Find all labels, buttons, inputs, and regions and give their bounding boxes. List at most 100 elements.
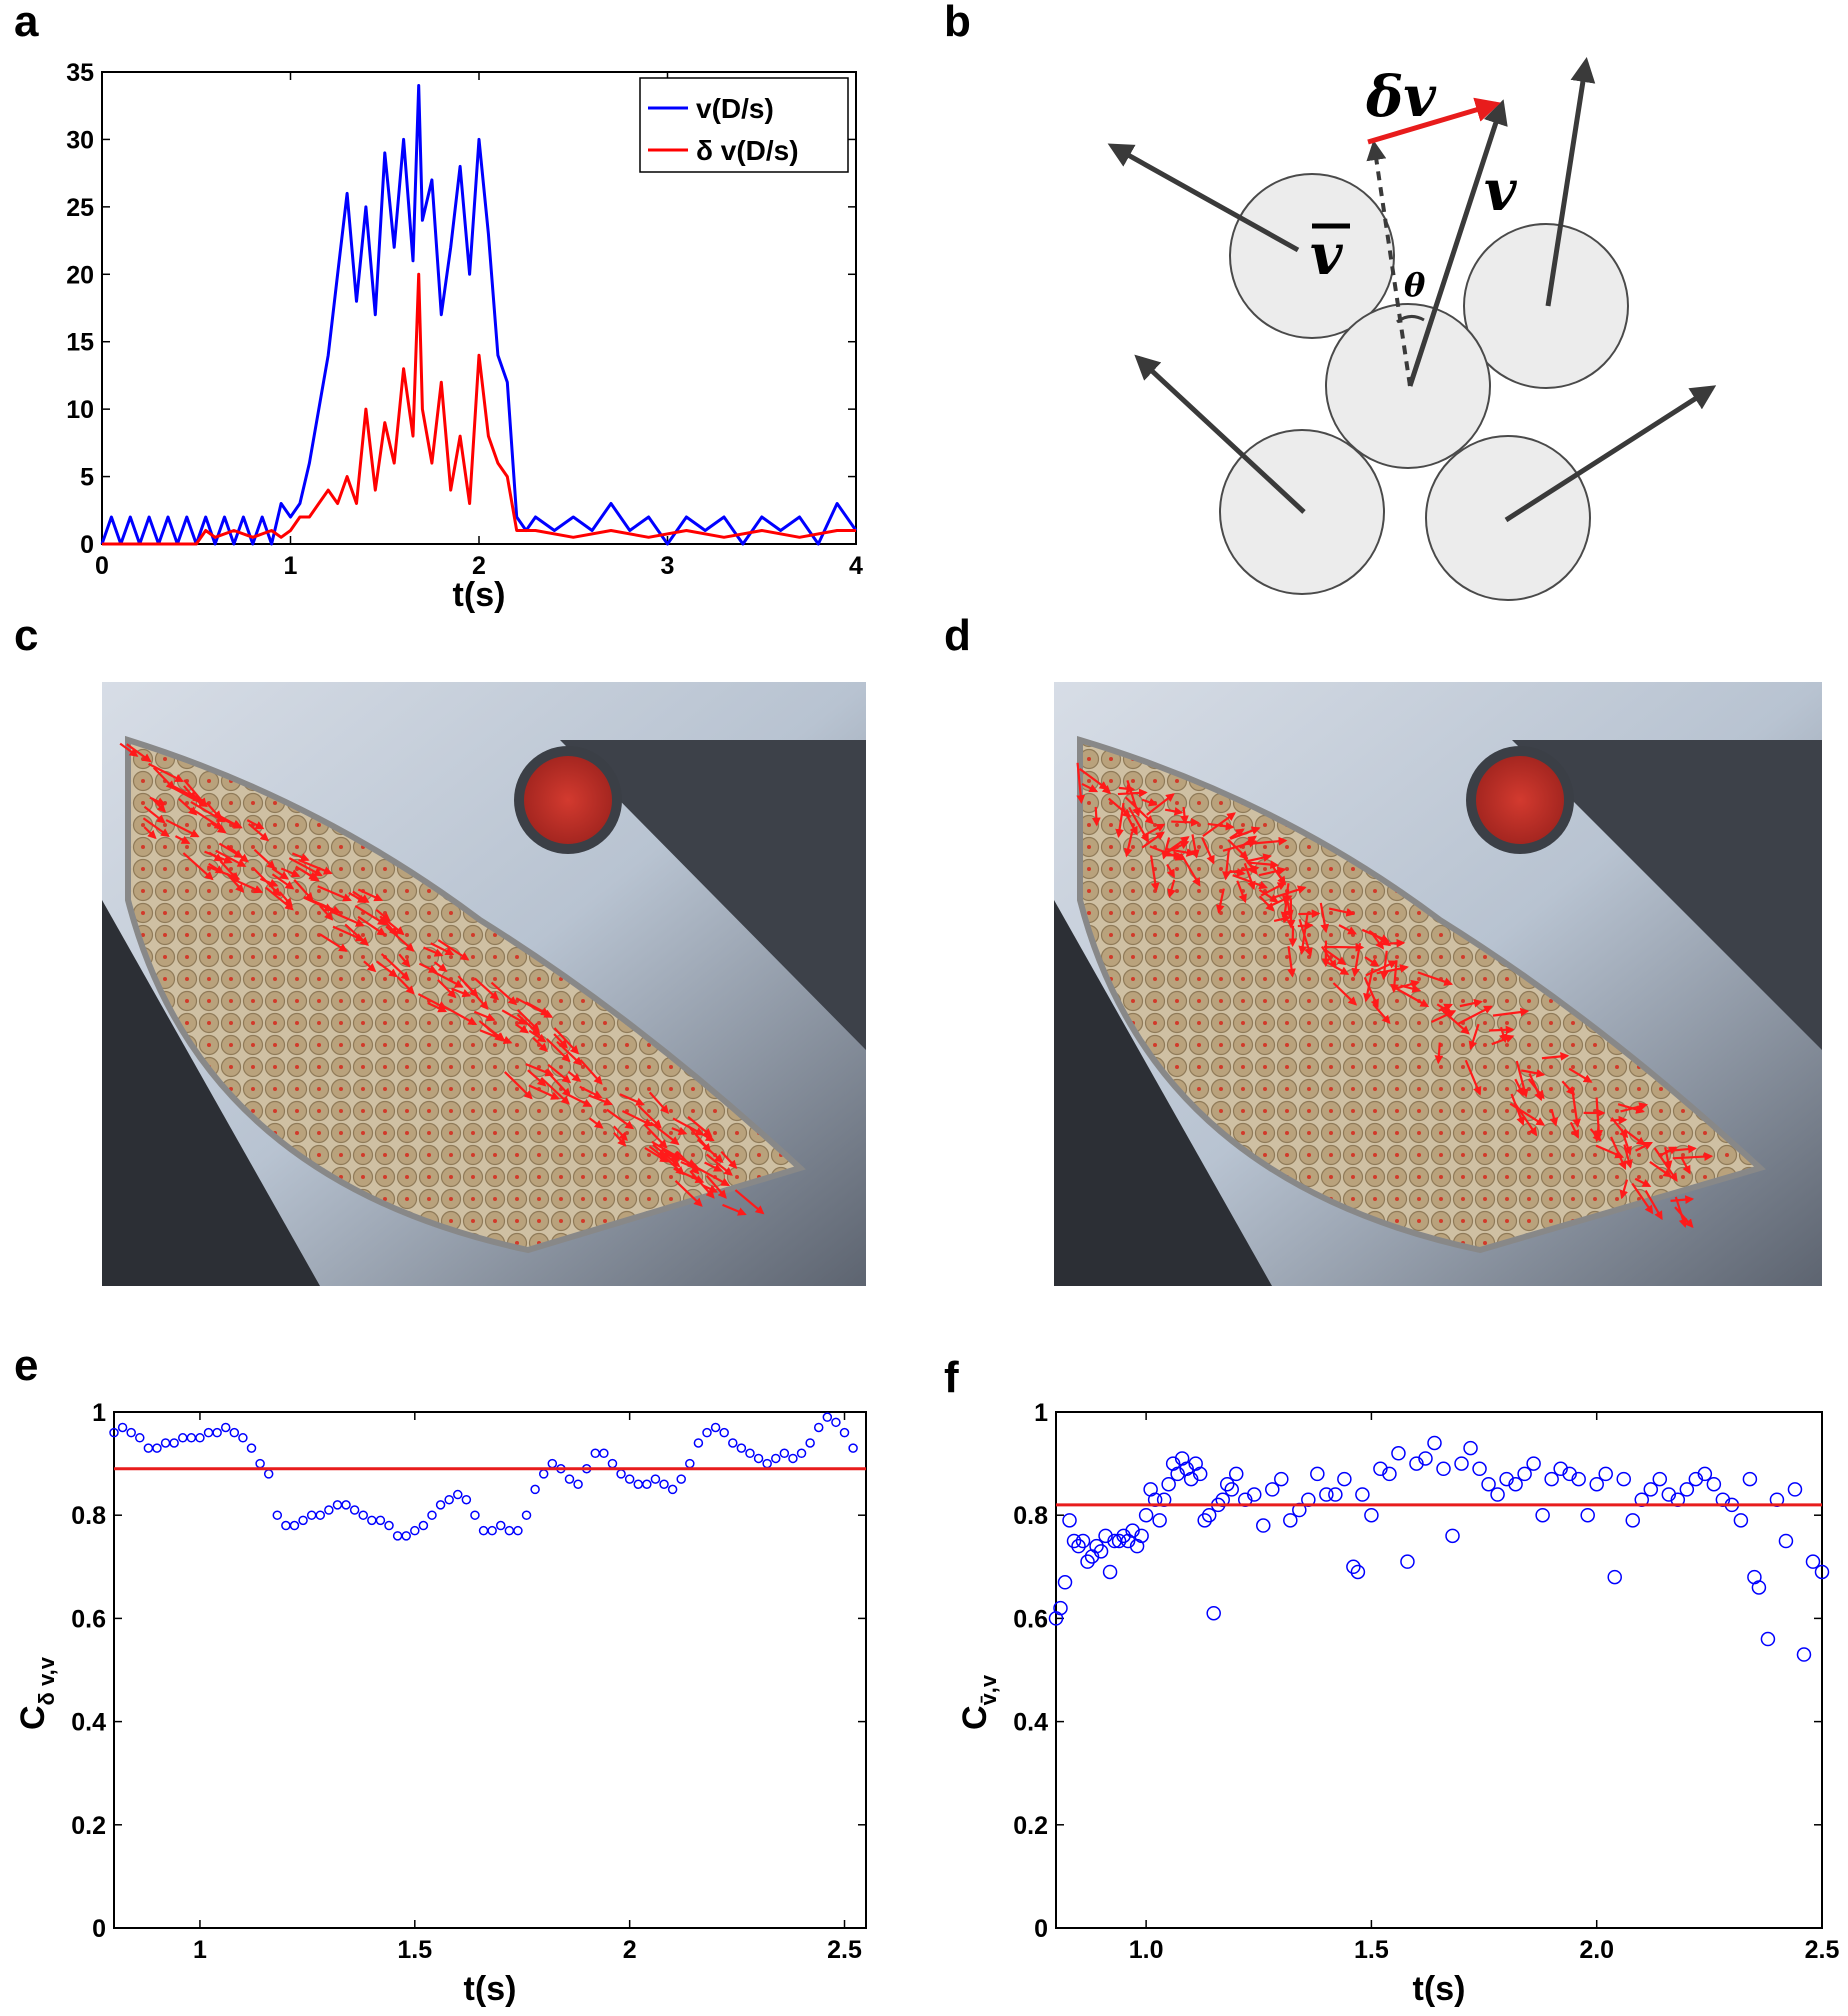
x-tick-label: 1.5 [397, 1936, 432, 1964]
data-point [246, 1443, 257, 1453]
velocity-vector-arrow [532, 1037, 548, 1053]
data-point [1688, 1471, 1704, 1487]
velocity-vector-arrow [208, 851, 224, 862]
y-tick-label: 0.8 [71, 1502, 106, 1530]
data-point [1400, 1554, 1415, 1569]
data-point [1053, 1600, 1068, 1616]
x-axis-label: t(s) [1413, 1970, 1466, 2008]
data-point [1192, 1466, 1208, 1482]
velocity-vector-arrow [1589, 1128, 1602, 1142]
data-point [1733, 1513, 1749, 1528]
velocity-vector-arrow [1561, 1080, 1576, 1096]
data-point [1391, 1446, 1406, 1461]
data-point [1526, 1456, 1541, 1471]
data-point [453, 1489, 463, 1500]
y-tick-label: 30 [66, 126, 94, 154]
x-tick-label: 2 [472, 552, 486, 580]
data-point [435, 1500, 446, 1510]
velocity-vector-arrow [1229, 826, 1261, 840]
velocity-vector-arrow [1076, 762, 1086, 804]
velocity-vector-arrow [1229, 828, 1245, 840]
velocity-vector-arrow [664, 1152, 680, 1161]
data-point [1152, 1513, 1167, 1528]
velocity-vector-arrow [652, 1143, 681, 1168]
velocity-vector-arrow [1298, 909, 1321, 919]
data-point [1197, 1513, 1212, 1528]
data-point [470, 1510, 480, 1520]
velocity-vector-arrow [1663, 1146, 1673, 1170]
x-tick-label: 2.5 [827, 1936, 862, 1964]
velocity-vector-arrow [612, 1125, 628, 1142]
velocity-vector-arrow [1243, 863, 1256, 891]
y-tick-label: 0 [92, 1915, 106, 1943]
data-point [1111, 1533, 1127, 1549]
data-point [169, 1438, 179, 1448]
velocity-vector-arrow [298, 858, 333, 875]
velocity-vector-arrow [363, 960, 377, 973]
velocity-vector-arrow [479, 1029, 513, 1045]
velocity-vector-arrow [354, 904, 387, 926]
data-point [642, 1479, 652, 1489]
data-point [796, 1448, 807, 1459]
velocity-vector-arrow [1521, 1068, 1546, 1078]
velocity-vector-arrow [588, 1117, 604, 1129]
velocity-vector-arrow [1436, 1003, 1453, 1014]
y-tick-label: 0.4 [71, 1709, 106, 1737]
data-point [487, 1525, 497, 1536]
y-tick-label: 10 [66, 396, 94, 424]
data-point [195, 1433, 205, 1443]
velocity-vector-arrow [317, 885, 352, 902]
legend-box [639, 77, 849, 173]
panel-letter-f: f [944, 1353, 959, 1402]
velocity-vector-arrow [1115, 802, 1125, 838]
data-point [839, 1427, 850, 1438]
velocity-vector-arrow [553, 1033, 568, 1049]
data-point [1116, 1528, 1131, 1544]
data-point [710, 1422, 721, 1433]
velocity-vector-arrow [1142, 823, 1166, 838]
velocity-vector-arrow [182, 852, 214, 881]
disk-upper-right [1463, 223, 1629, 389]
y-tick-label: 0.6 [1013, 1605, 1048, 1633]
velocity-vector-arrow [344, 923, 369, 946]
velocity-vector-arrow [271, 873, 295, 890]
data-point [1134, 1528, 1149, 1544]
y-tick-label: 0.2 [1013, 1812, 1048, 1840]
velocity-vector-arrow [226, 872, 245, 894]
data-point [1751, 1580, 1767, 1595]
data-point [324, 1505, 334, 1515]
velocity-vector-arrow [1332, 982, 1358, 1006]
velocity-vector-arrow [298, 867, 319, 880]
data-point [667, 1484, 678, 1495]
velocity-vector-arrow [332, 925, 365, 942]
velocity-vector-arrow [1672, 1152, 1714, 1161]
velocity-vector-arrow [1464, 1059, 1482, 1096]
data-point [1490, 1487, 1505, 1502]
photo-d-lid [1476, 756, 1564, 844]
velocity-vector-arrow [1568, 1067, 1593, 1083]
velocity-vector-arrow [357, 888, 384, 902]
velocity-vector-arrow [423, 946, 444, 957]
velocity-vector-arrow [1146, 793, 1175, 816]
data-point [1652, 1471, 1668, 1487]
velocity-vector-arrow [1246, 860, 1280, 869]
velocity-vector-arrow [1166, 848, 1196, 857]
velocity-arrow-lower-left [1134, 354, 1306, 514]
velocity-vector-arrow [418, 962, 438, 973]
velocity-vector-arrow [1126, 780, 1141, 817]
data-point [1364, 1507, 1379, 1523]
x-tick-label: 3 [661, 552, 675, 580]
velocity-vector-arrow [1666, 1144, 1697, 1154]
velocity-vector-arrow [1164, 806, 1184, 816]
data-point [1787, 1482, 1803, 1497]
velocity-vector-arrow [1364, 956, 1380, 967]
data-point [1499, 1471, 1514, 1487]
velocity-field-d [1076, 762, 1714, 1229]
velocity-vector-arrow [1363, 976, 1379, 1009]
velocity-vector-arrow [1236, 880, 1247, 904]
velocity-vector-arrow [380, 953, 410, 981]
theta-label: θ [1404, 266, 1426, 304]
velocity-vector-arrow [1232, 874, 1269, 890]
velocity-vector-arrow [1273, 914, 1292, 924]
